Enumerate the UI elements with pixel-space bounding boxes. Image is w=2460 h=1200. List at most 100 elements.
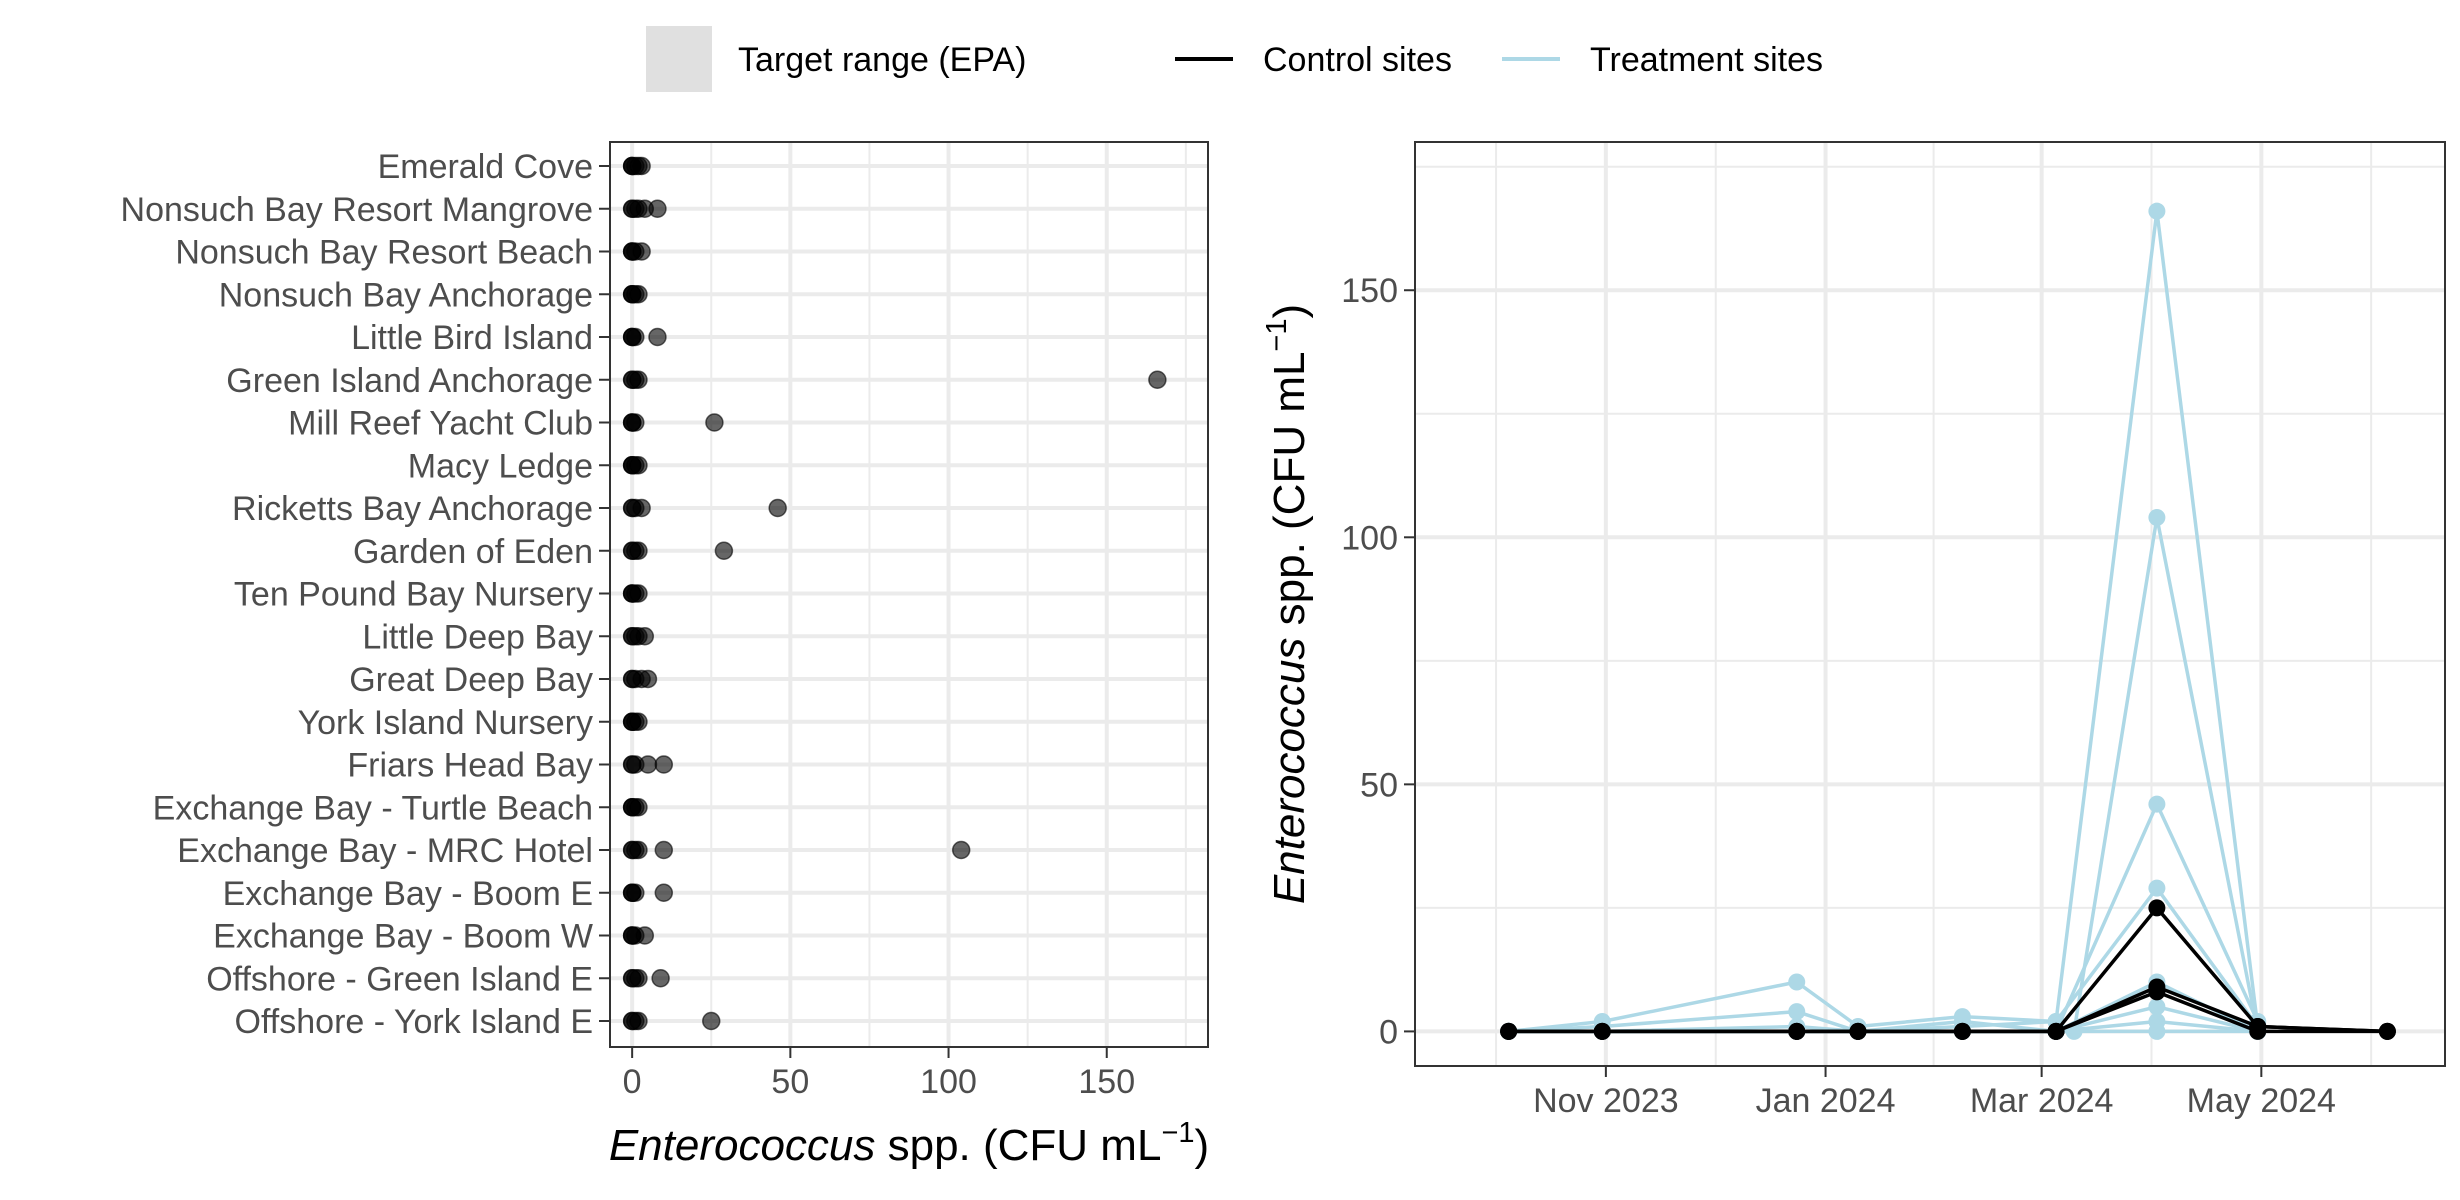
y-tick-label: 100	[1341, 519, 1398, 557]
time-series-x-axis: Nov 2023 Jan 2024 Mar 2024 May 2024	[1533, 1066, 2336, 1120]
time-series-plot-border	[1414, 141, 2446, 1067]
time-series-y-axis-title: Enterococcus spp. (CFU mL−1)	[1261, 304, 1314, 904]
y-tick-label-ten-pound-bay-nursery: Ten Pound Bay Nursery	[234, 576, 593, 614]
site-point-green-island-anchorage	[1148, 370, 1167, 389]
y-tick-label-little-deep-bay: Little Deep Bay	[362, 618, 593, 656]
site-point-friars-head-bay	[654, 755, 674, 774]
x-axis-title-superscript: −1	[1161, 1117, 1194, 1149]
site-point-exchange-bay-boom-e	[626, 883, 645, 902]
y-tick-label-exchange-bay-boom-e: Exchange Bay - Boom E	[223, 875, 593, 913]
x-tick-label: 100	[920, 1063, 977, 1101]
y-tick-label-ricketts-bay-anchorage: Ricketts Bay Anchorage	[232, 490, 593, 528]
x-tick-label: Nov 2023	[1533, 1082, 1679, 1120]
site-point-garden-of-eden	[629, 541, 648, 560]
x-axis-title-genus: Enterococcus	[609, 1121, 876, 1170]
control-site-point	[1953, 1022, 1971, 1040]
treatment-site-point	[2148, 879, 2166, 897]
site-scatter-y-axis: Emerald Cove Nonsuch Bay Resort Mangrove N…	[121, 148, 610, 1041]
y-tick-label-nonsuch-bay-resort-beach: Nonsuch Bay Resort Beach	[175, 234, 593, 272]
site-scatter-x-axis-title: Enterococcus spp. (CFU mL−1)	[609, 1117, 1209, 1170]
control-site-point	[1788, 1022, 1806, 1040]
control-site-point	[2148, 899, 2166, 917]
x-tick-label: Jan 2024	[1756, 1082, 1896, 1120]
site-point-garden-of-eden	[714, 541, 734, 560]
y-tick-label-little-bird-island: Little Bird Island	[351, 319, 593, 357]
site-point-mill-reef-yacht-club	[626, 413, 645, 432]
y-axis-title-close: )	[1265, 304, 1314, 319]
y-tick-label-mill-reef-yacht-club: Mill Reef Yacht Club	[288, 405, 593, 443]
site-scatter-points	[622, 156, 1167, 1031]
treatment-site-line-2	[1508, 802, 2260, 1034]
site-point-little-bird-island	[648, 327, 667, 347]
treatment-site-point	[2148, 795, 2166, 813]
legend-key-target-range	[646, 26, 712, 92]
x-tick-label: 150	[1078, 1063, 1135, 1101]
site-point-offshore-york-island-e	[701, 1011, 721, 1031]
site-scatter-panel: Emerald Cove Nonsuch Bay Resort Mangrove N…	[121, 141, 1209, 1170]
y-axis-title-genus: Enterococcus	[1265, 638, 1314, 905]
y-tick-label-emerald-cove: Emerald Cove	[378, 148, 593, 186]
site-point-ten-pound-bay-nursery	[629, 584, 648, 603]
x-axis-title-close: )	[1195, 1121, 1210, 1170]
site-point-offshore-green-island-e	[629, 969, 648, 988]
control-site-point	[2047, 1022, 2065, 1040]
y-tick-label-offshore-york-island-e: Offshore - York Island E	[235, 1003, 593, 1041]
site-point-ricketts-bay-anchorage	[632, 498, 651, 518]
treatment-site-point	[2148, 1022, 2166, 1040]
y-axis-title-unit: spp. (CFU mL	[1265, 352, 1314, 638]
y-tick-label-york-island-nursery: York Island Nursery	[298, 704, 593, 742]
site-point-nonsuch-bay-anchorage	[629, 285, 648, 304]
site-point-great-deep-bay	[638, 669, 658, 689]
y-tick-label-macy-ledge: Macy Ledge	[408, 447, 593, 485]
site-point-friars-head-bay	[638, 755, 658, 774]
y-tick-label-nonsuch-bay-resort-mangrove: Nonsuch Bay Resort Mangrove	[121, 191, 593, 229]
y-tick-label-exchange-bay-turtle-beach: Exchange Bay - Turtle Beach	[153, 789, 593, 827]
site-point-exchange-bay-turtle-beach	[629, 798, 648, 817]
site-point-exchange-bay-boom-e	[654, 883, 674, 902]
y-tick-label-nonsuch-bay-anchorage: Nonsuch Bay Anchorage	[219, 276, 593, 314]
legend-label-control-sites: Control sites	[1263, 41, 1452, 79]
legend-label-target-range: Target range (EPA)	[738, 41, 1027, 79]
x-tick-label: Mar 2024	[1970, 1082, 2114, 1120]
x-tick-label: 50	[771, 1063, 809, 1101]
site-point-nonsuch-bay-resort-beach	[632, 242, 651, 261]
site-point-little-deep-bay	[635, 627, 655, 646]
time-series-lines	[1500, 202, 2396, 1040]
y-tick-label-offshore-green-island-e: Offshore - Green Island E	[206, 960, 593, 998]
control-site-point	[2249, 1022, 2267, 1040]
site-point-macy-ledge	[629, 456, 648, 475]
y-tick-label: 0	[1379, 1013, 1398, 1051]
time-series-panel: 0 50 100 150 Nov 2023 Jan 2024 Mar 2024 May 20…	[1261, 141, 2446, 1120]
site-point-little-bird-island	[626, 327, 645, 347]
legend: Target range (EPA) Control sites Treatme…	[646, 26, 1823, 92]
site-point-exchange-bay-mrc-hotel	[654, 840, 674, 860]
control-site-point	[1593, 1022, 1611, 1040]
site-point-exchange-bay-boom-w	[635, 926, 655, 945]
y-tick-label-great-deep-bay: Great Deep Bay	[349, 661, 593, 699]
y-tick-label-exchange-bay-boom-w: Exchange Bay - Boom W	[213, 918, 593, 956]
treatment-site-point	[2148, 509, 2166, 527]
treatment-site-point	[1788, 973, 1806, 991]
x-axis-title-unit: spp. (CFU mL	[875, 1121, 1161, 1170]
control-site-point	[1849, 1022, 1867, 1040]
legend-label-treatment-sites: Treatment sites	[1590, 41, 1823, 79]
control-site-point	[1500, 1022, 1518, 1040]
treatment-site-point	[1788, 1003, 1806, 1021]
control-site-point	[2148, 983, 2166, 1001]
y-axis-title-superscript: −1	[1261, 318, 1293, 351]
treatment-site-line-1	[1508, 886, 2260, 1034]
x-tick-label: 0	[623, 1063, 642, 1101]
y-tick-label: 50	[1360, 766, 1398, 804]
site-point-nonsuch-bay-resort-mangrove	[648, 199, 667, 218]
site-point-exchange-bay-mrc-hotel	[951, 840, 971, 860]
site-point-green-island-anchorage	[629, 370, 648, 389]
y-tick-label-exchange-bay-mrc-hotel: Exchange Bay - MRC Hotel	[177, 832, 593, 870]
site-point-mill-reef-yacht-club	[705, 413, 724, 432]
y-tick-label-green-island-anchorage: Green Island Anchorage	[226, 362, 593, 400]
treatment-site-point	[2148, 202, 2166, 220]
site-point-offshore-york-island-e	[629, 1011, 648, 1031]
time-series-gridlines	[1415, 142, 2445, 1066]
site-point-york-island-nursery	[629, 712, 648, 731]
site-point-emerald-cove	[632, 156, 651, 176]
